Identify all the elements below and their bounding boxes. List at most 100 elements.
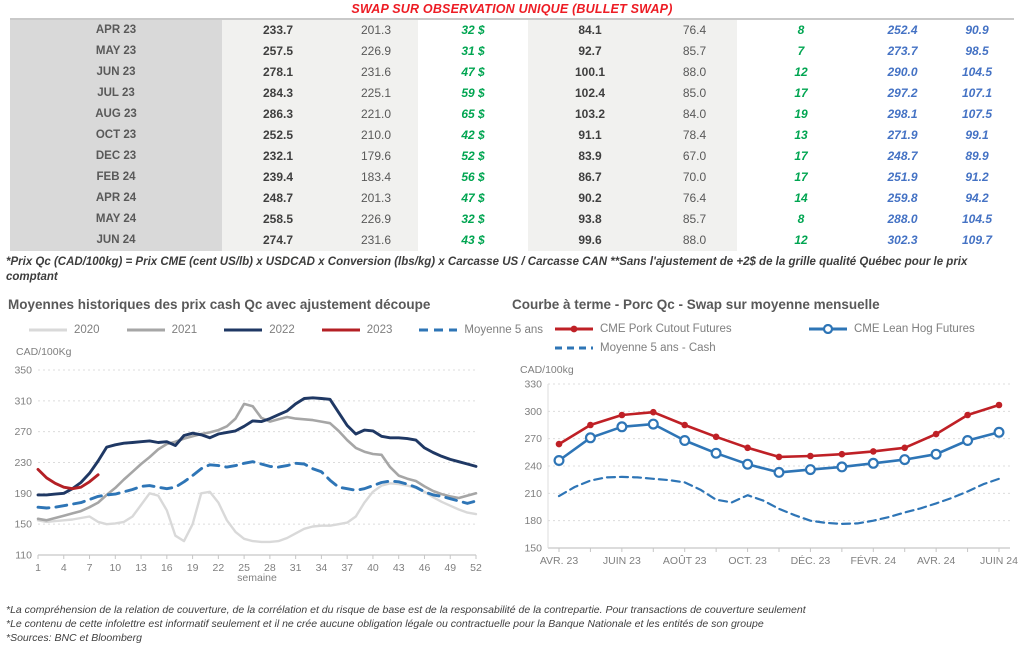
sources-line: *Sources: BNC et Bloomberg <box>6 632 142 645</box>
svg-text:22: 22 <box>213 562 225 574</box>
svg-text:16: 16 <box>161 562 173 574</box>
table-cell: 83.9 <box>528 146 652 167</box>
legend-row: CME Pork Cutout Futures CME Lean Hog Futu… <box>554 320 1024 339</box>
table-cell: 298.1 <box>865 104 940 125</box>
svg-text:150: 150 <box>524 542 542 554</box>
svg-text:FÉVR. 24: FÉVR. 24 <box>851 554 897 567</box>
table-cell: 70.0 <box>652 167 737 188</box>
table-cell: 12 <box>737 62 865 83</box>
table-cell: 248.7 <box>222 188 334 209</box>
table-cell: 252.5 <box>222 125 334 146</box>
table-cell-month: JUL 23 <box>10 83 222 104</box>
table-cell: 257.5 <box>222 41 334 62</box>
left-chart-title: Moyennes historiques des prix cash Qc av… <box>8 296 431 312</box>
table-cell: 302.3 <box>865 230 940 251</box>
table-cell-month: JUN 24 <box>10 230 222 251</box>
table-cell: 232.1 <box>222 146 334 167</box>
disclaimer-footer: *La compréhension de la relation de couv… <box>6 603 1024 646</box>
svg-text:230: 230 <box>14 457 32 469</box>
disclaimer-line: *Le contenu de cette infolettre est info… <box>6 618 764 631</box>
svg-text:19: 19 <box>187 562 199 574</box>
table-cell: 221.0 <box>334 104 418 125</box>
table-cell: 297.2 <box>865 83 940 104</box>
legend-row: Moyenne 5 ans - Cash <box>554 339 1024 358</box>
svg-text:AVR. 24: AVR. 24 <box>917 555 955 567</box>
table-cell: 92.7 <box>528 41 652 62</box>
table-cell: 107.1 <box>940 83 1014 104</box>
svg-text:240: 240 <box>524 460 542 472</box>
table-cell: 31 $ <box>418 41 528 62</box>
table-row: MAY 23 257.5 226.9 31 $92.7 85.7 7 273.7 98.5 <box>10 41 1014 62</box>
legend-label: CME Lean Hog Futures <box>854 323 975 336</box>
legend-label: CME Pork Cutout Futures <box>600 323 732 336</box>
newsletter-page: SWAP SUR OBSERVATION UNIQUE (BULLET SWAP… <box>6 2 1024 646</box>
legend-item: 2020 <box>28 324 100 336</box>
table-row: JUN 24 274.7 231.6 43 $99.6 88.0 12 302.3 109.7 <box>10 230 1014 251</box>
table-cell-month: DEC 23 <box>10 146 222 167</box>
svg-text:37: 37 <box>341 562 353 574</box>
table-cell: 47 $ <box>418 188 528 209</box>
svg-text:4: 4 <box>61 562 67 574</box>
table-cell-month: OCT 23 <box>10 125 222 146</box>
svg-text:JUIN 24: JUIN 24 <box>980 555 1018 567</box>
table-cell: 32 $ <box>418 20 528 41</box>
table-cell: 226.9 <box>334 41 418 62</box>
svg-text:49: 49 <box>444 562 456 574</box>
table-cell: 90.9 <box>940 20 1014 41</box>
svg-text:150: 150 <box>14 519 32 531</box>
svg-text:350: 350 <box>14 364 32 376</box>
legend-item: CME Lean Hog Futures <box>808 323 975 335</box>
table-cell: 252.4 <box>865 20 940 41</box>
left-chart-legend: 2020 2021 2022 2023 Moyenne 5 ans <box>28 320 543 340</box>
table-cell: 91.1 <box>528 125 652 146</box>
legend-label: Moyenne 5 ans - Cash <box>600 342 716 355</box>
table-cell: 17 <box>737 146 865 167</box>
forward-curve-chart-panel: Courbe à terme - Porc Qc - Swap sur moye… <box>506 293 1024 593</box>
table-cell: 76.4 <box>652 188 737 209</box>
table-row: FEB 24 239.4 183.4 56 $86.7 70.0 17 251.9 91.2 <box>10 167 1014 188</box>
table-cell: 251.9 <box>865 167 940 188</box>
table-cell: 179.6 <box>334 146 418 167</box>
legend-swatch-icon <box>29 328 67 332</box>
table-cell: 210.0 <box>334 125 418 146</box>
table-cell: 8 <box>737 209 865 230</box>
table-cell: 42 $ <box>418 125 528 146</box>
legend-swatch-icon <box>126 328 165 332</box>
legend-label: 2021 <box>171 323 198 336</box>
table-row: APR 24 248.7 201.3 47 $90.2 76.4 14 259.8 94.2 <box>10 188 1014 209</box>
svg-text:13: 13 <box>135 562 147 574</box>
table-cell: 271.9 <box>865 125 940 146</box>
table-cell: 85.7 <box>652 209 737 230</box>
table-cell: 104.5 <box>940 62 1014 83</box>
left-chart-unit-label: CAD/100Kg <box>16 345 72 358</box>
table-cell: 8 <box>737 20 865 41</box>
legend-label: 2020 <box>74 323 100 336</box>
table-cell: 248.7 <box>865 146 940 167</box>
table-cell: 56 $ <box>418 167 528 188</box>
legend-item: 2022 <box>223 324 295 336</box>
table-row: JUL 23 284.3 225.1 59 $102.4 85.0 17 297.2 107.… <box>10 83 1014 104</box>
table-cell: 17 <box>737 167 865 188</box>
table-cell: 183.4 <box>334 167 418 188</box>
table-row: MAY 24 258.5 226.9 32 $93.8 85.7 8 288.0 104.5 <box>10 209 1014 230</box>
legend-item: CME Pork Cutout Futures <box>554 323 808 335</box>
table-cell: 84.1 <box>528 20 652 41</box>
svg-text:190: 190 <box>14 488 32 500</box>
table-cell: 226.9 <box>334 209 418 230</box>
table-cell-month: MAY 24 <box>10 209 222 230</box>
table-row: APR 23 233.7 201.3 32 $84.1 76.4 8 252.4 90.9 <box>10 20 1014 41</box>
table-cell: 98.5 <box>940 41 1014 62</box>
table-cell: 99.1 <box>940 125 1014 146</box>
svg-text:43: 43 <box>393 562 405 574</box>
table-cell: 99.6 <box>528 230 652 251</box>
table-cell-month: FEB 24 <box>10 167 222 188</box>
table-cell: 93.8 <box>528 209 652 230</box>
svg-text:180: 180 <box>524 515 542 527</box>
table-cell: 278.1 <box>222 62 334 83</box>
table-cell: 239.4 <box>222 167 334 188</box>
table-cell: 86.7 <box>528 167 652 188</box>
table-row: OCT 23 252.5 210.0 42 $91.1 78.4 13 271.9 99.1 <box>10 125 1014 146</box>
legend-swatch-icon <box>419 328 458 332</box>
table-cell: 52 $ <box>418 146 528 167</box>
legend-swatch-icon <box>809 324 847 335</box>
